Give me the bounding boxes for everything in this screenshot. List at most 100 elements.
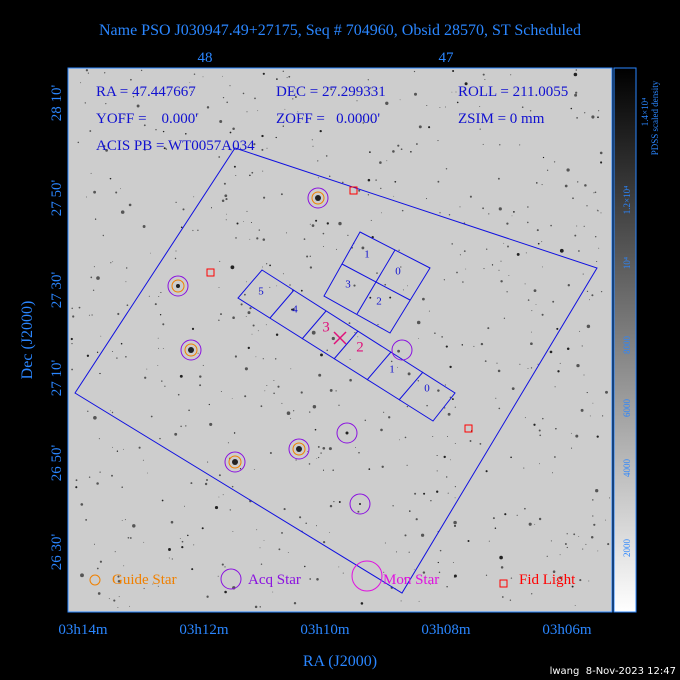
field-star	[473, 345, 475, 347]
field-star	[596, 261, 598, 263]
field-star	[206, 595, 209, 598]
field-star	[582, 273, 584, 275]
field-star	[510, 74, 512, 76]
field-star	[384, 542, 386, 544]
y-tick-label: 26 50'	[49, 444, 65, 481]
sky-image	[67, 67, 613, 613]
field-star	[434, 332, 436, 334]
field-star	[177, 393, 180, 396]
field-star	[99, 372, 101, 375]
field-star	[586, 205, 588, 207]
field-star	[227, 442, 229, 444]
field-star	[525, 252, 527, 254]
field-star	[451, 91, 453, 93]
field-star	[483, 268, 485, 270]
field-star	[328, 447, 332, 451]
field-star	[559, 248, 564, 253]
y-tick-label: 27 10'	[49, 359, 65, 396]
field-star	[320, 452, 322, 454]
field-star	[454, 486, 456, 488]
info-zsim: ZSIM = 0 mm	[458, 111, 545, 127]
field-star	[285, 232, 288, 234]
field-star	[261, 148, 264, 151]
field-star	[609, 497, 611, 499]
field-star	[452, 69, 455, 73]
chip-label: 3	[322, 319, 330, 335]
field-star	[257, 110, 259, 112]
field-star	[439, 212, 441, 214]
field-star	[326, 222, 329, 225]
field-star	[262, 358, 264, 360]
field-star	[400, 266, 402, 268]
field-star	[488, 540, 490, 542]
field-star	[541, 241, 543, 243]
field-star	[335, 248, 337, 250]
field-star	[376, 272, 378, 274]
field-star	[399, 99, 401, 101]
field-star	[397, 349, 400, 353]
field-star	[80, 503, 84, 506]
field-star	[209, 422, 213, 426]
field-star	[207, 461, 209, 463]
field-star	[159, 437, 161, 440]
field-star	[605, 390, 608, 394]
field-star	[467, 540, 470, 542]
field-star	[417, 380, 420, 382]
field-star	[187, 534, 189, 537]
field-star	[149, 252, 151, 254]
field-star	[359, 115, 361, 117]
field-star	[299, 516, 302, 519]
field-star	[591, 115, 595, 119]
field-star	[180, 425, 182, 428]
field-star	[193, 544, 195, 546]
field-star	[487, 327, 490, 330]
field-star	[232, 316, 235, 319]
field-star	[418, 338, 420, 339]
field-star	[364, 419, 367, 422]
field-star	[108, 598, 110, 600]
field-star	[488, 213, 490, 215]
field-star	[305, 522, 307, 525]
field-star	[185, 133, 187, 135]
field-star	[597, 116, 599, 119]
field-star	[559, 554, 561, 556]
footer: lwang 8-Nov-2023 12:47	[550, 666, 676, 677]
field-star	[570, 432, 572, 434]
field-star	[428, 310, 430, 312]
field-star	[307, 451, 309, 453]
field-star	[509, 599, 512, 601]
field-star	[245, 315, 247, 317]
field-star	[600, 290, 603, 293]
field-star	[400, 148, 403, 151]
field-star	[530, 367, 533, 369]
field-star	[584, 112, 586, 114]
field-star	[295, 88, 297, 90]
field-star	[342, 572, 344, 574]
field-star	[93, 543, 95, 545]
field-star	[282, 273, 284, 275]
field-star	[217, 575, 219, 577]
field-star	[510, 577, 513, 579]
field-star	[392, 150, 395, 153]
field-star	[197, 113, 199, 115]
field-star	[157, 337, 159, 339]
field-star	[469, 440, 472, 442]
field-star	[309, 255, 311, 257]
field-star	[338, 221, 342, 226]
field-star	[462, 281, 464, 283]
field-star	[599, 151, 603, 155]
field-star	[583, 374, 585, 376]
field-star	[598, 247, 600, 249]
field-star	[164, 385, 166, 387]
x-tick-label: 03h06m	[542, 622, 592, 638]
field-star	[507, 245, 509, 248]
field-star	[392, 505, 394, 507]
x-axis-label: RA (J2000)	[303, 653, 377, 670]
x-tick-label: 03h12m	[179, 622, 229, 638]
field-star	[129, 605, 131, 607]
legend-label: Acq Star	[248, 572, 301, 588]
field-star	[249, 174, 251, 177]
colorbar-tick: 6000	[622, 399, 632, 418]
star-field	[70, 69, 611, 609]
field-star	[506, 291, 508, 293]
